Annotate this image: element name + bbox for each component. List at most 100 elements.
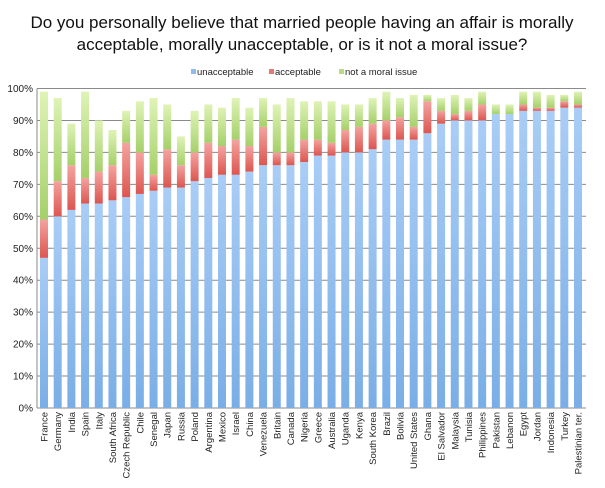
- x-tick-label: South Africa: [108, 411, 119, 463]
- bar-segment-acceptable: [163, 149, 172, 188]
- bar-stack-lebanon: [505, 104, 514, 408]
- x-tick-label: Israel: [231, 412, 242, 435]
- x-tick-label: Poland: [190, 412, 201, 442]
- x-tick-label: Malaysia: [450, 411, 461, 449]
- y-tick-label: 50%: [13, 244, 33, 255]
- bar-segment-acceptable: [396, 117, 404, 140]
- x-tick-label: Chile: [135, 412, 146, 434]
- bar-stack-japan: [163, 104, 172, 408]
- bar-segment-not-a-moral-issue: [313, 101, 322, 140]
- bar-segment-acceptable: [204, 142, 213, 178]
- x-tick-label: Palestinian ter.: [574, 412, 585, 474]
- bar-segment-acceptable: [272, 152, 281, 166]
- bar-segment-not-a-moral-issue: [81, 91, 90, 178]
- y-tick-label: 60%: [13, 212, 33, 223]
- bar-stack-greece: [313, 101, 322, 408]
- bar-stack-australia: [327, 101, 336, 408]
- bar-segment-unacceptable: [574, 107, 582, 409]
- bar-segment-acceptable: [450, 114, 459, 121]
- legend-label: acceptable: [275, 67, 321, 78]
- bar-segment-unacceptable: [108, 200, 117, 408]
- bar-segment-not-a-moral-issue: [532, 91, 541, 108]
- bar-segment-acceptable: [53, 181, 62, 217]
- bar-stack-canada: [286, 98, 295, 408]
- bar-segment-unacceptable: [190, 181, 199, 408]
- bar-segment-unacceptable: [204, 177, 213, 408]
- bar-stack-russia: [176, 136, 185, 408]
- bar-segment-not-a-moral-issue: [341, 104, 350, 131]
- bar-segment-unacceptable: [560, 107, 569, 409]
- bar-stack-tunisia: [464, 98, 473, 408]
- bar-segment-not-a-moral-issue: [491, 104, 500, 115]
- x-tick-label: Indonesia: [546, 411, 557, 453]
- bar-segment-acceptable: [368, 123, 377, 150]
- y-tick-label: 80%: [13, 148, 33, 159]
- bar-stack-uganda: [341, 104, 350, 408]
- bar-stack-spain: [81, 91, 90, 408]
- bar-segment-acceptable: [176, 165, 185, 188]
- bar-stack-israel: [231, 98, 240, 408]
- bar-segment-acceptable: [286, 152, 295, 166]
- bar-segment-not-a-moral-issue: [204, 104, 213, 143]
- bar-segment-unacceptable: [176, 187, 185, 408]
- bar-stack-mexico: [218, 107, 226, 408]
- x-tick-label: Uganda: [341, 411, 352, 445]
- bar-segment-acceptable: [409, 126, 418, 140]
- bar-segment-unacceptable: [491, 114, 500, 408]
- bar-stack-egypt: [519, 91, 528, 409]
- bar-segment-not-a-moral-issue: [546, 94, 555, 108]
- bar-stack-south-africa: [108, 130, 117, 408]
- bar-segment-not-a-moral-issue: [245, 107, 254, 147]
- bar-stack-china: [245, 107, 254, 408]
- x-tick-label: Mexico: [218, 412, 229, 442]
- bar-stack-bolivia: [396, 98, 404, 408]
- bar-segment-acceptable: [94, 171, 103, 204]
- x-tick-label: Greece: [313, 412, 324, 443]
- bar-segment-acceptable: [40, 219, 48, 258]
- x-tick-label: Senegal: [149, 412, 160, 447]
- x-tick-label: Spain: [81, 412, 92, 436]
- bar-segment-acceptable: [546, 107, 555, 111]
- x-tick-label: Nigeria: [300, 411, 311, 442]
- bar-segment-unacceptable: [327, 155, 336, 408]
- x-tick-label: Britain: [272, 412, 283, 439]
- bar-stack-venezuela: [259, 98, 268, 408]
- legend-item-acceptable: acceptable: [269, 67, 321, 78]
- x-tick-label: Egypt: [519, 412, 530, 437]
- bar-stack-philippines: [478, 91, 487, 408]
- bar-segment-unacceptable: [149, 190, 158, 408]
- bar-stack-brazil: [382, 91, 391, 408]
- bar-segment-acceptable: [354, 126, 363, 153]
- x-tick-label: Kenya: [354, 411, 365, 439]
- bar-segment-unacceptable: [341, 152, 350, 408]
- bar-stack-malaysia: [450, 94, 459, 408]
- bar-segment-not-a-moral-issue: [190, 110, 199, 153]
- bar-stack-france: [40, 91, 48, 408]
- bar-segment-acceptable: [81, 177, 90, 204]
- bar-segment-not-a-moral-issue: [300, 101, 309, 140]
- x-tick-label: Venezuela: [259, 411, 270, 456]
- bar-segment-not-a-moral-issue: [53, 98, 62, 182]
- bar-stack-britain: [272, 104, 281, 408]
- bar-segment-acceptable: [122, 142, 131, 198]
- bar-stack-turkey: [560, 94, 569, 409]
- bar-stack-palestinian-ter-: [574, 91, 582, 409]
- bar-stack-poland: [190, 110, 199, 408]
- category-labels: France Germany India Spain Italy South Africa…: [40, 411, 585, 478]
- bar-segment-acceptable: [300, 139, 309, 162]
- bar-stack-indonesia: [546, 94, 555, 409]
- x-tick-label: Philippines: [478, 412, 489, 458]
- legend-swatch: [191, 69, 196, 74]
- bar-segment-not-a-moral-issue: [437, 98, 446, 111]
- bar-segment-acceptable: [341, 130, 350, 153]
- bar-segment-acceptable: [259, 126, 268, 166]
- bar-segment-acceptable: [574, 104, 582, 108]
- bar-segment-unacceptable: [67, 209, 76, 408]
- x-tick-label: Australia: [327, 411, 338, 449]
- y-tick-label: 20%: [13, 340, 33, 351]
- bar-stack-italy: [94, 120, 103, 408]
- bar-stack-ghana: [423, 94, 432, 409]
- y-tick-label: 90%: [13, 116, 33, 127]
- x-tick-label: Pakistan: [491, 412, 502, 448]
